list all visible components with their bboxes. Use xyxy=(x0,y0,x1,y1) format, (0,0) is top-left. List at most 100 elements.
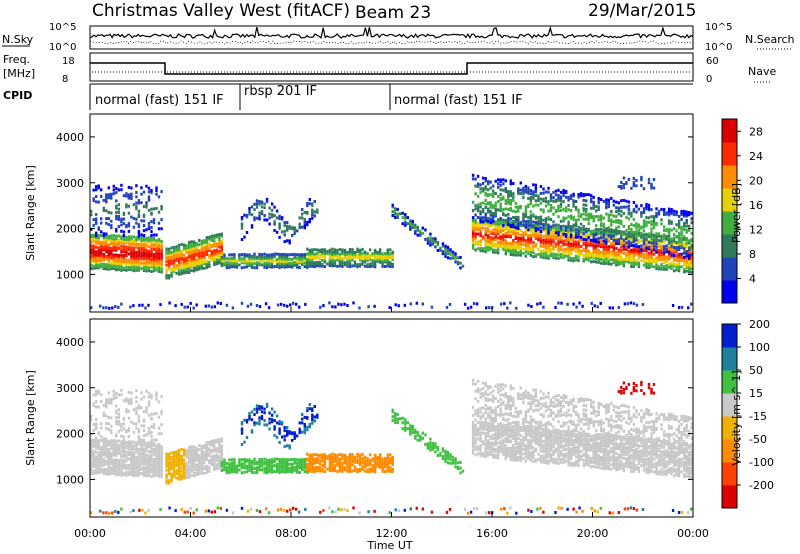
power-cell xyxy=(308,248,311,252)
power-cell xyxy=(451,256,455,260)
power-cell xyxy=(672,264,676,268)
velocity-cell xyxy=(313,461,316,465)
velocity-cell xyxy=(155,394,158,398)
velocity-cell xyxy=(223,462,226,466)
power-cell xyxy=(652,241,656,245)
velocity-cell xyxy=(160,432,163,436)
power-cell xyxy=(630,234,633,238)
power-cell xyxy=(685,241,688,245)
velocity-cell xyxy=(135,412,138,416)
power-cell xyxy=(509,217,512,221)
velocity-cell xyxy=(353,455,357,459)
power-cell xyxy=(449,252,452,256)
power-cell xyxy=(429,232,432,236)
velocity-cell xyxy=(140,438,143,442)
power-cell xyxy=(504,207,507,211)
power-cell xyxy=(569,246,573,250)
power-cell xyxy=(662,257,666,261)
power-cell xyxy=(195,253,198,257)
power-cell xyxy=(90,209,93,213)
power-cell xyxy=(97,265,100,269)
velocity-cell xyxy=(152,449,156,453)
power-cell xyxy=(587,233,590,236)
velocity-cell xyxy=(275,469,279,473)
power-cell xyxy=(647,260,651,264)
power-cell xyxy=(524,244,528,248)
beam-label: Beam 23 xyxy=(355,3,431,23)
power-cell xyxy=(132,267,136,271)
power-cell xyxy=(401,222,404,226)
power-cell xyxy=(484,185,487,189)
power-cell xyxy=(107,223,110,227)
power-cell xyxy=(92,266,95,270)
power-cell xyxy=(489,246,492,250)
power-cell xyxy=(213,251,216,255)
velocity-cell xyxy=(303,461,306,465)
power-cell xyxy=(529,214,533,218)
power-cell xyxy=(597,251,600,255)
power-cell xyxy=(635,243,638,247)
velocity-cell xyxy=(240,462,244,466)
power-cell xyxy=(361,247,364,251)
power-cell xyxy=(642,243,646,247)
power-cell xyxy=(172,245,176,249)
power-cell xyxy=(348,260,352,264)
power-cell xyxy=(140,250,143,254)
velocity-cell xyxy=(137,457,141,461)
power-cell xyxy=(258,217,261,221)
velocity-cell xyxy=(185,476,188,479)
velocity-cell xyxy=(348,453,352,456)
power-cell xyxy=(215,254,218,257)
power-cell xyxy=(625,237,628,241)
power-cell xyxy=(630,252,633,256)
power-cell xyxy=(489,218,492,222)
power-cell xyxy=(547,217,550,221)
power-cell xyxy=(147,195,151,199)
power-cell xyxy=(667,230,671,234)
power-cell xyxy=(562,243,565,247)
velocity-cell xyxy=(90,418,93,422)
power-cell xyxy=(524,213,528,217)
power-cell xyxy=(610,258,613,262)
power-cell xyxy=(557,239,560,243)
power-cell xyxy=(600,216,603,220)
power-cell xyxy=(250,261,254,265)
power-cell xyxy=(258,261,261,265)
power-cell xyxy=(145,267,148,271)
power-cell xyxy=(544,254,548,258)
power-cell xyxy=(137,263,141,267)
power-cell xyxy=(534,215,538,219)
power-cell xyxy=(228,261,231,265)
power-cell xyxy=(622,232,626,236)
velocity-cell xyxy=(240,466,244,470)
power-cell xyxy=(152,221,156,225)
velocity-cell xyxy=(95,446,98,450)
power-cell xyxy=(240,259,244,263)
power-cell xyxy=(185,250,188,254)
power-cell xyxy=(637,249,641,253)
power-cell xyxy=(529,250,533,254)
velocity-cell xyxy=(167,464,171,467)
power-cell xyxy=(532,240,535,244)
power-cell xyxy=(110,267,113,270)
velocity-cell xyxy=(195,456,198,460)
power-cell xyxy=(615,232,618,236)
power-cell xyxy=(502,188,505,192)
power-cell xyxy=(152,242,156,246)
velocity-cell xyxy=(175,450,178,454)
power-cell xyxy=(205,259,208,263)
velocity-cell xyxy=(167,470,171,474)
velocity-cell xyxy=(120,458,123,462)
power-cell xyxy=(311,256,314,260)
power-cell xyxy=(610,230,613,234)
power-cell xyxy=(620,214,623,218)
power-cell xyxy=(657,267,661,271)
power-cell xyxy=(207,304,210,308)
velocity-cell xyxy=(351,463,354,467)
power-cell xyxy=(630,248,633,252)
power-cell xyxy=(180,270,183,274)
velocity-cell xyxy=(145,474,148,478)
power-cell xyxy=(100,230,103,234)
power-cell xyxy=(215,235,218,239)
power-cell xyxy=(476,205,480,209)
